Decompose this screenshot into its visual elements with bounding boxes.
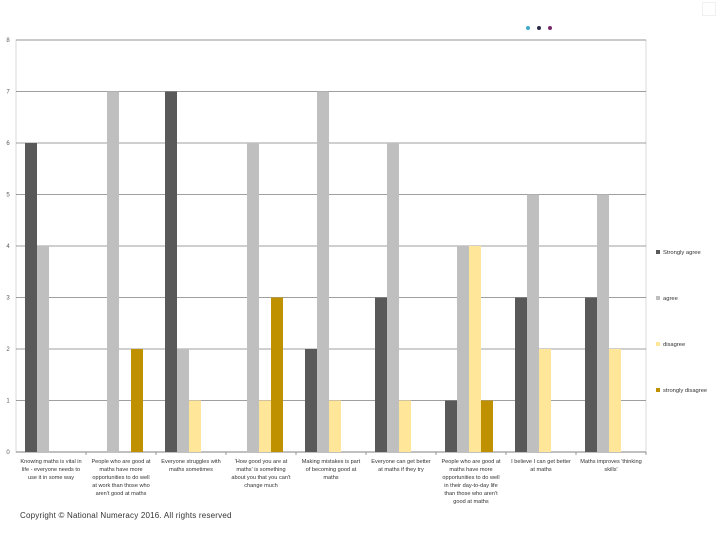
x-category-label: good at maths [453,499,489,505]
corner-decoration [702,2,716,16]
x-category-label: skills' [604,467,617,473]
y-tick-label: 2 [6,347,10,353]
legend-label: Strongly agree [663,250,701,256]
legend-swatch [656,342,660,346]
legend-label: disagree [663,342,685,348]
bar-strongly-agree [585,297,597,452]
bar-disagree [259,400,271,452]
bar-strongly-disagree [271,297,283,452]
x-category-label: Making mistakes is part [302,459,361,465]
logo-dot [548,26,552,30]
x-category-label: use it in some way [28,475,74,481]
x-category-label: maths have more [449,467,492,473]
x-category-label: of becoming good at [306,467,357,473]
x-category-label: People who are good at [441,459,501,465]
x-category-label: I believe I can get better [511,459,571,465]
x-category-label: than those who aren't [444,491,498,497]
bar-strongly-agree [515,297,527,452]
legend-swatch [656,296,660,300]
y-tick-label: 8 [6,38,10,44]
x-category-label: at maths [530,467,552,473]
x-category-label: maths sometimes [169,467,213,473]
bar-agree [317,91,329,452]
x-category-label: at maths if they try [378,467,424,473]
x-category-label: in their day-to-day life [444,483,497,489]
x-category-label: at work than those who [92,483,150,489]
logo-dot [537,26,541,30]
bar-agree [247,143,259,452]
y-tick-label: 1 [6,399,10,405]
legend-swatch [656,388,660,392]
x-category-label: Everyone struggles with [161,459,220,465]
x-category-label: maths have more [99,467,142,473]
legend-label: strongly disagree [663,388,707,394]
y-tick-label: 0 [6,450,10,456]
legend-label: agree [663,296,678,302]
bar-disagree [469,246,481,452]
bar-disagree [399,400,411,452]
bar-agree [107,91,119,452]
bar-strongly-agree [305,349,317,452]
x-category-label: life - everyone needs to [22,467,80,473]
bar-agree [387,143,399,452]
logo-mark [526,26,552,30]
x-category-label: Everyone can get better [371,459,431,465]
bar-agree [37,246,49,452]
y-tick-label: 7 [6,90,10,96]
x-category-label: aren't good at maths [96,491,147,497]
bar-disagree [329,400,341,452]
bar-agree [457,246,469,452]
copyright-text: Copyright © National Numeracy 2016. All … [20,511,232,520]
bar-agree [527,194,539,452]
bar-disagree [189,400,201,452]
bar-agree [177,349,189,452]
bar-strongly-agree [165,91,177,452]
x-category-label: Maths improves 'thinking [580,459,641,465]
x-category-label: 'How good you are at [235,459,288,465]
y-tick-label: 3 [6,296,10,302]
x-category-label: maths' is something [236,467,285,473]
x-category-label: opportunities to do well [442,475,499,481]
x-category-label: about you that you can't [231,475,291,481]
bar-disagree [539,349,551,452]
x-category-label: maths [323,475,338,481]
bar-strongly-disagree [481,400,493,452]
bar-strongly-disagree [131,349,143,452]
bar-strongly-agree [375,297,387,452]
y-tick-label: 5 [6,193,10,199]
logo-dot [526,26,530,30]
bar-strongly-agree [25,143,37,452]
y-tick-label: 6 [6,141,10,147]
y-tick-label: 4 [6,244,10,250]
bar-strongly-agree [445,400,457,452]
x-category-label: Knowing maths is vital in [20,459,81,465]
legend-swatch [656,250,660,254]
x-category-label: opportunities to do well [92,475,149,481]
x-category-label: change much [244,483,278,489]
bar-agree [597,194,609,452]
x-category-label: People who are good at [91,459,151,465]
bar-disagree [609,349,621,452]
